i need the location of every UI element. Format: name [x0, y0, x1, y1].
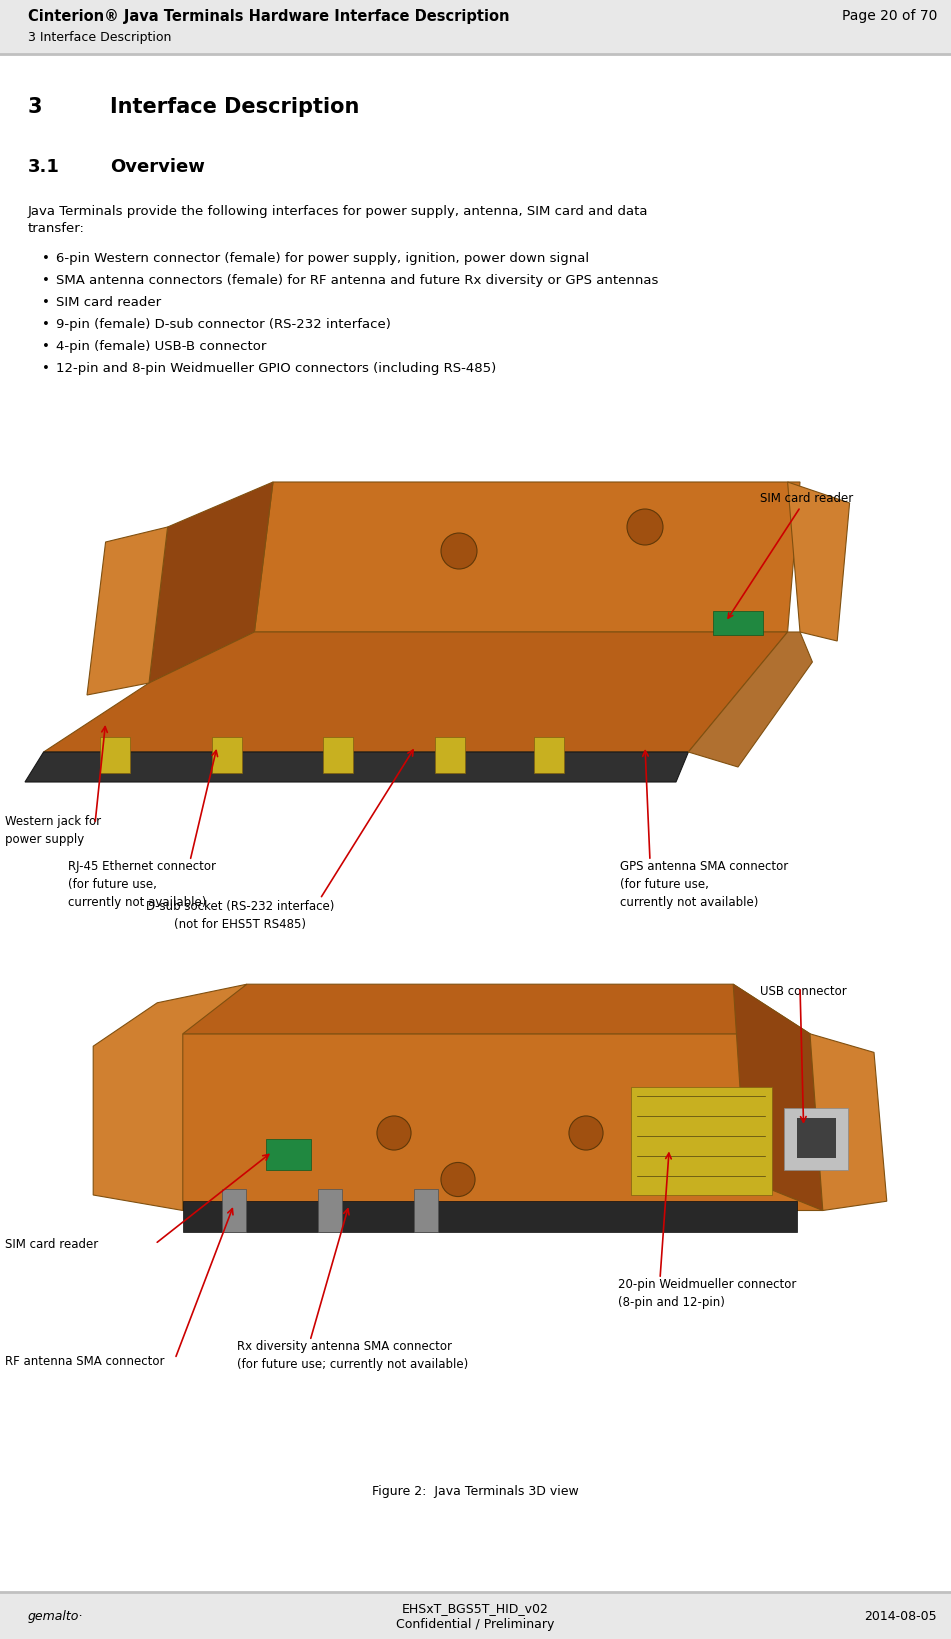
Text: EHSxT_BGS5T_HID_v02: EHSxT_BGS5T_HID_v02 — [401, 1601, 549, 1614]
Bar — [785, 1108, 848, 1170]
Text: transfer:: transfer: — [28, 221, 85, 234]
Text: •: • — [42, 339, 49, 352]
Text: gemalto·: gemalto· — [28, 1609, 84, 1623]
Bar — [631, 1087, 771, 1195]
Bar — [318, 1188, 342, 1233]
Text: Rx diversity antenna SMA connector
(for future use; currently not available): Rx diversity antenna SMA connector (for … — [237, 1339, 468, 1370]
Text: 3: 3 — [28, 97, 43, 116]
Text: Western jack for
power supply: Western jack for power supply — [5, 815, 101, 846]
Text: Interface Description: Interface Description — [110, 97, 359, 116]
Text: Confidential / Preliminary: Confidential / Preliminary — [396, 1618, 554, 1631]
Text: D-sub socket (RS-232 interface)
(not for EHS5T RS485): D-sub socket (RS-232 interface) (not for… — [146, 900, 334, 931]
Bar — [212, 738, 242, 774]
Text: RF antenna SMA connector: RF antenna SMA connector — [5, 1354, 165, 1367]
Bar — [100, 738, 130, 774]
Polygon shape — [170, 1034, 823, 1211]
Text: USB connector: USB connector — [760, 985, 846, 998]
Circle shape — [627, 510, 663, 546]
Polygon shape — [787, 484, 849, 641]
Circle shape — [569, 1116, 603, 1151]
Polygon shape — [689, 633, 812, 767]
Polygon shape — [810, 1034, 886, 1211]
Text: SIM card reader: SIM card reader — [5, 1237, 98, 1251]
Text: RJ-45 Ethernet connector
(for future use,
currently not available): RJ-45 Ethernet connector (for future use… — [68, 859, 216, 908]
Polygon shape — [733, 985, 823, 1211]
Text: 12-pin and 8-pin Weidmueller GPIO connectors (including RS-485): 12-pin and 8-pin Weidmueller GPIO connec… — [56, 362, 496, 375]
Bar — [266, 1139, 311, 1170]
Text: SMA antenna connectors (female) for RF antenna and future Rx diversity or GPS an: SMA antenna connectors (female) for RF a… — [56, 274, 658, 287]
Text: 3 Interface Description: 3 Interface Description — [28, 31, 171, 44]
Text: •: • — [42, 252, 49, 266]
Text: Cinterion® Java Terminals Hardware Interface Description: Cinterion® Java Terminals Hardware Inter… — [28, 8, 510, 23]
Text: GPS antenna SMA connector
(for future use,
currently not available): GPS antenna SMA connector (for future us… — [620, 859, 788, 908]
Text: •: • — [42, 318, 49, 331]
Bar — [797, 1118, 836, 1159]
Bar — [0, 0, 951, 56]
Text: SIM card reader: SIM card reader — [728, 492, 853, 620]
Bar — [323, 738, 353, 774]
Polygon shape — [25, 752, 689, 782]
Polygon shape — [255, 484, 800, 633]
Text: 3.1: 3.1 — [28, 157, 60, 175]
Circle shape — [441, 534, 477, 570]
Text: Java Terminals provide the following interfaces for power supply, antenna, SIM c: Java Terminals provide the following int… — [28, 205, 649, 218]
Polygon shape — [87, 528, 167, 695]
Text: 2014-08-05: 2014-08-05 — [864, 1609, 937, 1623]
Text: Page 20 of 70: Page 20 of 70 — [842, 8, 937, 23]
Bar — [534, 738, 564, 774]
Polygon shape — [170, 985, 810, 1034]
Text: Overview: Overview — [110, 157, 204, 175]
Text: 20-pin Weidmueller connector
(8-pin and 12-pin): 20-pin Weidmueller connector (8-pin and … — [618, 1277, 796, 1308]
Polygon shape — [44, 633, 787, 752]
Polygon shape — [93, 985, 247, 1211]
Bar — [222, 1188, 246, 1233]
Circle shape — [377, 1116, 411, 1151]
Text: SIM card reader: SIM card reader — [56, 295, 161, 308]
Bar — [0, 1591, 951, 1639]
Text: 4-pin (female) USB-B connector: 4-pin (female) USB-B connector — [56, 339, 266, 352]
Bar — [183, 1201, 797, 1233]
Text: 9-pin (female) D-sub connector (RS-232 interface): 9-pin (female) D-sub connector (RS-232 i… — [56, 318, 391, 331]
Text: •: • — [42, 362, 49, 375]
Bar — [414, 1188, 438, 1233]
Bar — [713, 611, 763, 636]
Text: Figure 2:  Java Terminals 3D view: Figure 2: Java Terminals 3D view — [372, 1483, 578, 1496]
Circle shape — [441, 1162, 476, 1196]
Text: •: • — [42, 274, 49, 287]
Text: 6-pin Western connector (female) for power supply, ignition, power down signal: 6-pin Western connector (female) for pow… — [56, 252, 589, 266]
Text: •: • — [42, 295, 49, 308]
Bar — [435, 738, 465, 774]
Polygon shape — [149, 484, 273, 683]
